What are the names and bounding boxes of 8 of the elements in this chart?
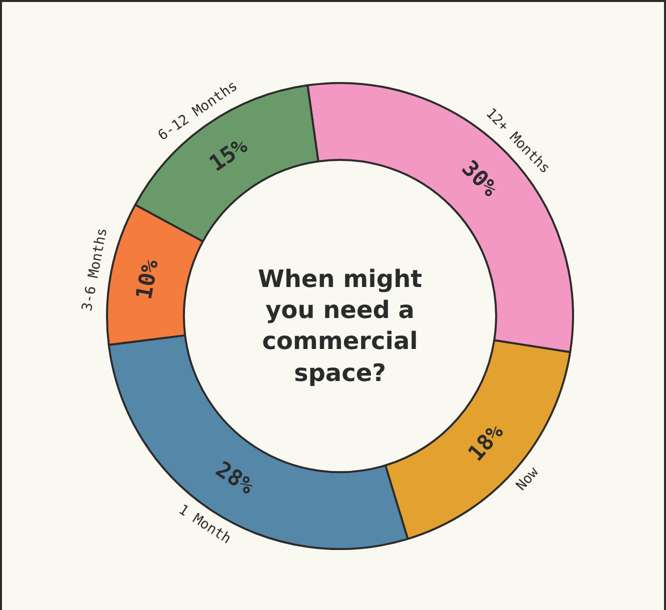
text: When might you need a commercial space? bbox=[256, 264, 424, 389]
data-label: 18% bbox=[464, 419, 510, 466]
slice-label: Now bbox=[513, 464, 542, 494]
data-label: 28% bbox=[211, 457, 259, 500]
data-label: 15% bbox=[205, 133, 253, 178]
slice-label: 3-6 Months bbox=[79, 226, 111, 313]
data-label: 10% bbox=[132, 257, 164, 302]
data-label: 30% bbox=[456, 156, 503, 202]
